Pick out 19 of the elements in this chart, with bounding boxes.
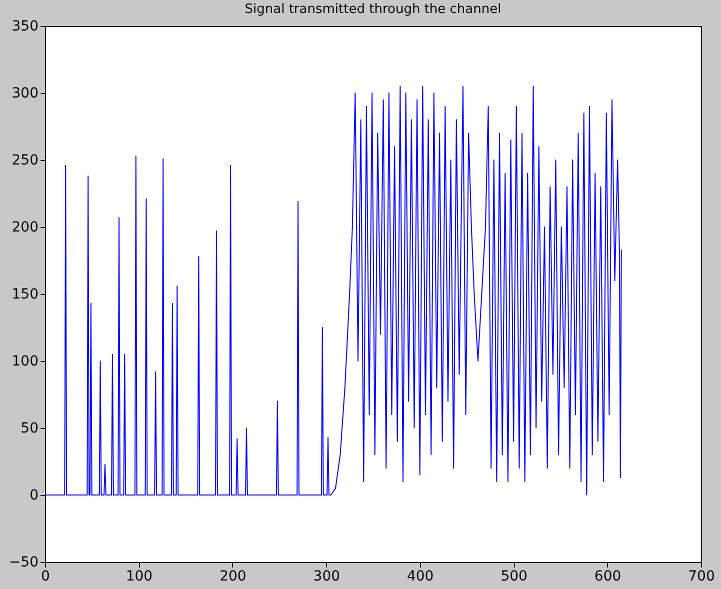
y-tick-label: 50 bbox=[20, 420, 38, 436]
x-tick-label: 500 bbox=[500, 568, 528, 584]
y-tick-label: 150 bbox=[12, 286, 38, 302]
x-tick-label: 600 bbox=[594, 568, 622, 584]
y-tick-label: 300 bbox=[12, 86, 38, 102]
x-tick-label: 100 bbox=[126, 568, 153, 584]
y-tick-label: −50 bbox=[8, 554, 38, 570]
y-tick-label: 200 bbox=[12, 220, 38, 236]
y-tick-label: 250 bbox=[12, 152, 38, 168]
x-tick-label: 400 bbox=[406, 568, 434, 584]
x-tick-label: 700 bbox=[688, 568, 715, 584]
x-tick-label: 0 bbox=[41, 568, 50, 584]
y-tick-label: 350 bbox=[12, 18, 38, 34]
line-series bbox=[44, 86, 622, 496]
y-tick-label: 0 bbox=[30, 488, 38, 504]
x-tick-label: 200 bbox=[220, 568, 246, 584]
y-tick-label: 100 bbox=[12, 354, 38, 370]
chart-title: Signal transmitted through the channel bbox=[244, 2, 502, 17]
x-tick-label: 300 bbox=[313, 568, 340, 584]
